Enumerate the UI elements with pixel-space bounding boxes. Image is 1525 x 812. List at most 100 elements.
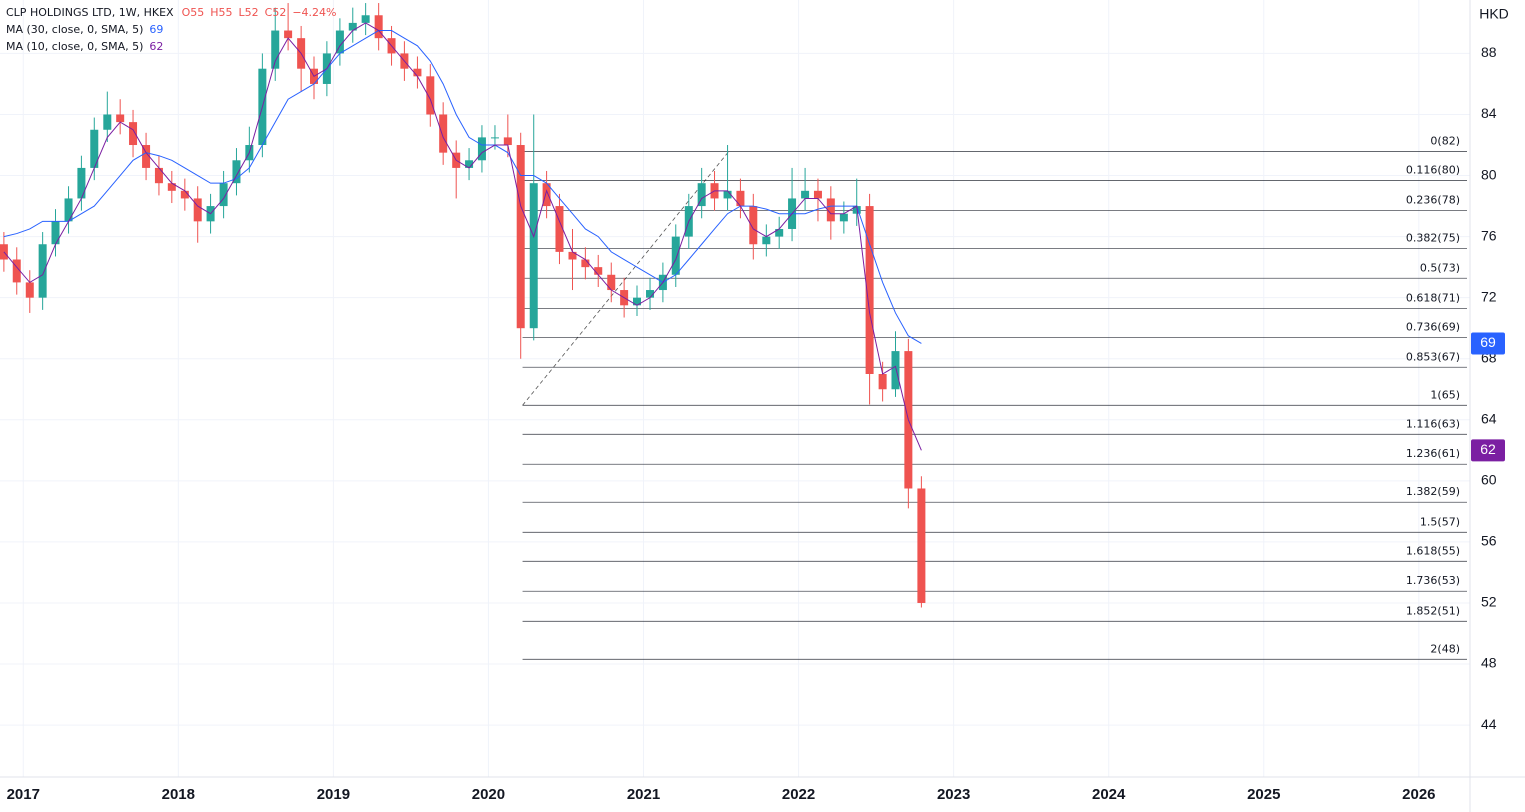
y-tick-label: 52 [1481, 594, 1497, 610]
moving-average-line [3, 30, 922, 344]
price-tag [1471, 439, 1505, 462]
change-label: −4.24% [292, 6, 336, 19]
symbol-title: CLP HOLDINGS LTD, 1W, HKEX [6, 6, 174, 19]
candle-body [361, 15, 370, 23]
candle-body [284, 30, 293, 39]
y-tick-label: 84 [1481, 105, 1497, 121]
y-axis-label: HKD [1479, 6, 1509, 22]
x-tick-label: 2020 [472, 786, 505, 803]
grid [0, 0, 1470, 777]
candle-body [167, 183, 176, 191]
y-tick-label: 56 [1481, 533, 1497, 549]
x-tick-label: 2025 [1247, 786, 1280, 803]
x-tick-label: 2024 [1092, 786, 1126, 803]
candle-body [219, 183, 228, 207]
fib-label: 0.116(80) [1406, 163, 1460, 176]
candle-body [271, 30, 280, 69]
candle-body [529, 183, 538, 329]
candle-body [594, 267, 603, 275]
candle-body [697, 183, 706, 207]
candle-body [646, 290, 655, 298]
y-tick-label: 64 [1481, 410, 1497, 426]
moving-averages [3, 22, 922, 451]
candle-body [826, 198, 835, 222]
candle-body [477, 137, 486, 161]
fib-label: 0.236(78) [1406, 193, 1460, 206]
y-tick-label: 80 [1481, 166, 1497, 182]
fib-label: 0.853(67) [1406, 350, 1460, 363]
candle-body [154, 167, 163, 184]
candle-body [129, 122, 138, 146]
y-tick-label: 88 [1481, 44, 1497, 60]
candle-body [736, 190, 745, 207]
candle-body [90, 129, 99, 168]
candle-body [917, 488, 926, 603]
fib-label: 1(65) [1430, 388, 1460, 401]
candle-body [891, 351, 900, 390]
candle-body [38, 244, 47, 298]
candle-body [64, 198, 73, 222]
x-tick-label: 2019 [317, 786, 350, 803]
candle-body [762, 236, 771, 245]
candle-body [180, 190, 189, 199]
fib-label: 0.5(73) [1420, 261, 1460, 274]
price-tag [1471, 332, 1505, 355]
candle-body [426, 76, 435, 115]
fib-label: 2(48) [1430, 642, 1460, 655]
candle-body [801, 190, 810, 199]
legend-value: 62 [149, 40, 163, 53]
candle-body [25, 282, 34, 298]
candle-body [490, 137, 499, 139]
candle-body [555, 206, 564, 252]
candle-body [723, 190, 732, 199]
legend-value: 69 [149, 23, 163, 36]
candles [0, 3, 926, 608]
candle-body [749, 206, 758, 245]
candle-body [51, 221, 60, 245]
fibonacci: 0(82) 0.116(80) 0.236(78) 0.382(75) 0.5(73) 0… [522, 134, 1467, 660]
moving-average-line [3, 22, 922, 451]
candle-body [813, 190, 822, 199]
ohlc-label: L52 [239, 6, 259, 19]
candle-body [542, 183, 551, 207]
candle-body [581, 259, 590, 268]
fib-label: 1.736(53) [1406, 574, 1460, 587]
price-tag-label: 69 [1480, 334, 1496, 350]
x-tick-label: 2017 [7, 786, 40, 803]
fib-label: 0.618(71) [1406, 291, 1460, 304]
x-tick-label: 2021 [627, 786, 660, 803]
y-tick-label: 60 [1481, 472, 1497, 488]
y-tick-label: 76 [1481, 227, 1497, 243]
candle-body [374, 15, 383, 39]
candle-body [77, 167, 86, 199]
fib-label: 1.5(57) [1420, 515, 1460, 528]
candle-body [103, 114, 112, 130]
candle-body [568, 251, 577, 260]
fib-label: 1.236(61) [1406, 447, 1460, 460]
legend-name: MA (10, close, 0, SMA, 5) [6, 40, 143, 53]
candle-body [232, 160, 241, 184]
fib-label: 1.852(51) [1406, 604, 1460, 617]
candle-body [439, 114, 448, 153]
legend: CLP HOLDINGS LTD, 1W, HKEX MA (30, close… [6, 6, 337, 53]
y-tick-label: 44 [1481, 716, 1497, 732]
legend-name: MA (30, close, 0, SMA, 5) [6, 23, 143, 36]
x-tick-label: 2022 [782, 786, 815, 803]
x-tick-label: 2026 [1402, 786, 1435, 803]
fib-label: 0.736(69) [1406, 320, 1460, 333]
candle-body [12, 259, 21, 283]
y-tick-label: 72 [1481, 288, 1497, 304]
candle-body [633, 297, 641, 306]
ohlc-label: C52 [265, 6, 287, 19]
candle-body [142, 145, 151, 168]
candle-body [865, 206, 874, 374]
fib-label: 1.116(63) [1406, 417, 1460, 430]
x-tick-label: 2023 [937, 786, 970, 803]
fib-label: 0(82) [1430, 134, 1460, 147]
ohlc-label: H55 [210, 6, 232, 19]
ohlc-label: O55 [182, 6, 205, 19]
fib-label: 1.382(59) [1406, 485, 1460, 498]
fib-label: 1.618(55) [1406, 544, 1460, 557]
